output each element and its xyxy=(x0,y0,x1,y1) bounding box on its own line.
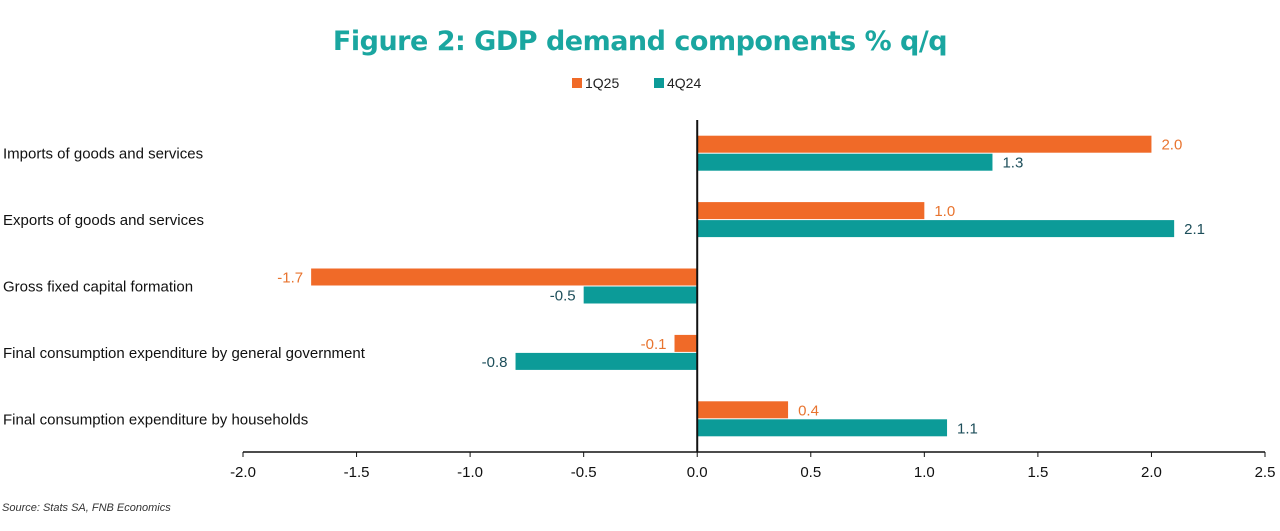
category-label: Final consumption expenditure by househo… xyxy=(3,411,308,428)
category-label: Imports of goods and services xyxy=(3,146,203,163)
data-label-4q24: 1.3 xyxy=(1002,155,1023,172)
bar-4q24 xyxy=(583,286,698,304)
x-tick-label: 0.0 xyxy=(687,464,708,481)
data-label-4q24: -0.8 xyxy=(482,354,508,371)
category-label: Final consumption expenditure by general… xyxy=(3,345,366,362)
legend-label-1q25: 1Q25 xyxy=(585,75,619,91)
category-label: Exports of goods and services xyxy=(3,212,204,229)
x-tick-label: 0.5 xyxy=(800,464,821,481)
bar-1q25 xyxy=(697,135,1152,153)
legend-swatch-4q24 xyxy=(654,78,664,88)
bar-4q24 xyxy=(697,220,1175,238)
bar-4q24 xyxy=(515,352,698,370)
data-label-1q25: -1.7 xyxy=(277,270,303,287)
x-tick-label: 1.5 xyxy=(1027,464,1048,481)
bar-4q24 xyxy=(697,419,948,437)
data-label-4q24: 2.1 xyxy=(1184,221,1205,238)
bar-1q25 xyxy=(311,268,698,286)
legend-swatch-1q25 xyxy=(572,78,582,88)
category-label: Gross fixed capital formation xyxy=(3,279,193,296)
bar-1q25 xyxy=(697,202,925,220)
bar-4q24 xyxy=(697,153,993,171)
x-tick-label: -2.0 xyxy=(230,464,256,481)
data-label-1q25: -0.1 xyxy=(641,336,667,353)
x-tick-label: -1.0 xyxy=(457,464,483,481)
x-tick-label: -0.5 xyxy=(571,464,597,481)
data-label-4q24: 1.1 xyxy=(957,420,978,437)
bar-1q25 xyxy=(697,401,789,419)
chart-title: Figure 2: GDP demand components % q/q xyxy=(332,26,948,57)
data-label-1q25: 2.0 xyxy=(1161,137,1182,154)
data-label-1q25: 0.4 xyxy=(798,402,819,419)
bar-1q25 xyxy=(674,334,698,352)
x-tick-label: 1.0 xyxy=(914,464,935,481)
data-label-1q25: 1.0 xyxy=(934,203,955,220)
data-label-4q24: -0.5 xyxy=(550,288,576,305)
x-tick-label: -1.5 xyxy=(344,464,370,481)
legend-label-4q24: 4Q24 xyxy=(667,75,701,91)
x-tick-label: 2.5 xyxy=(1255,464,1276,481)
x-tick-label: 2.0 xyxy=(1141,464,1162,481)
source-note: Source: Stats SA, FNB Economics xyxy=(2,502,171,514)
